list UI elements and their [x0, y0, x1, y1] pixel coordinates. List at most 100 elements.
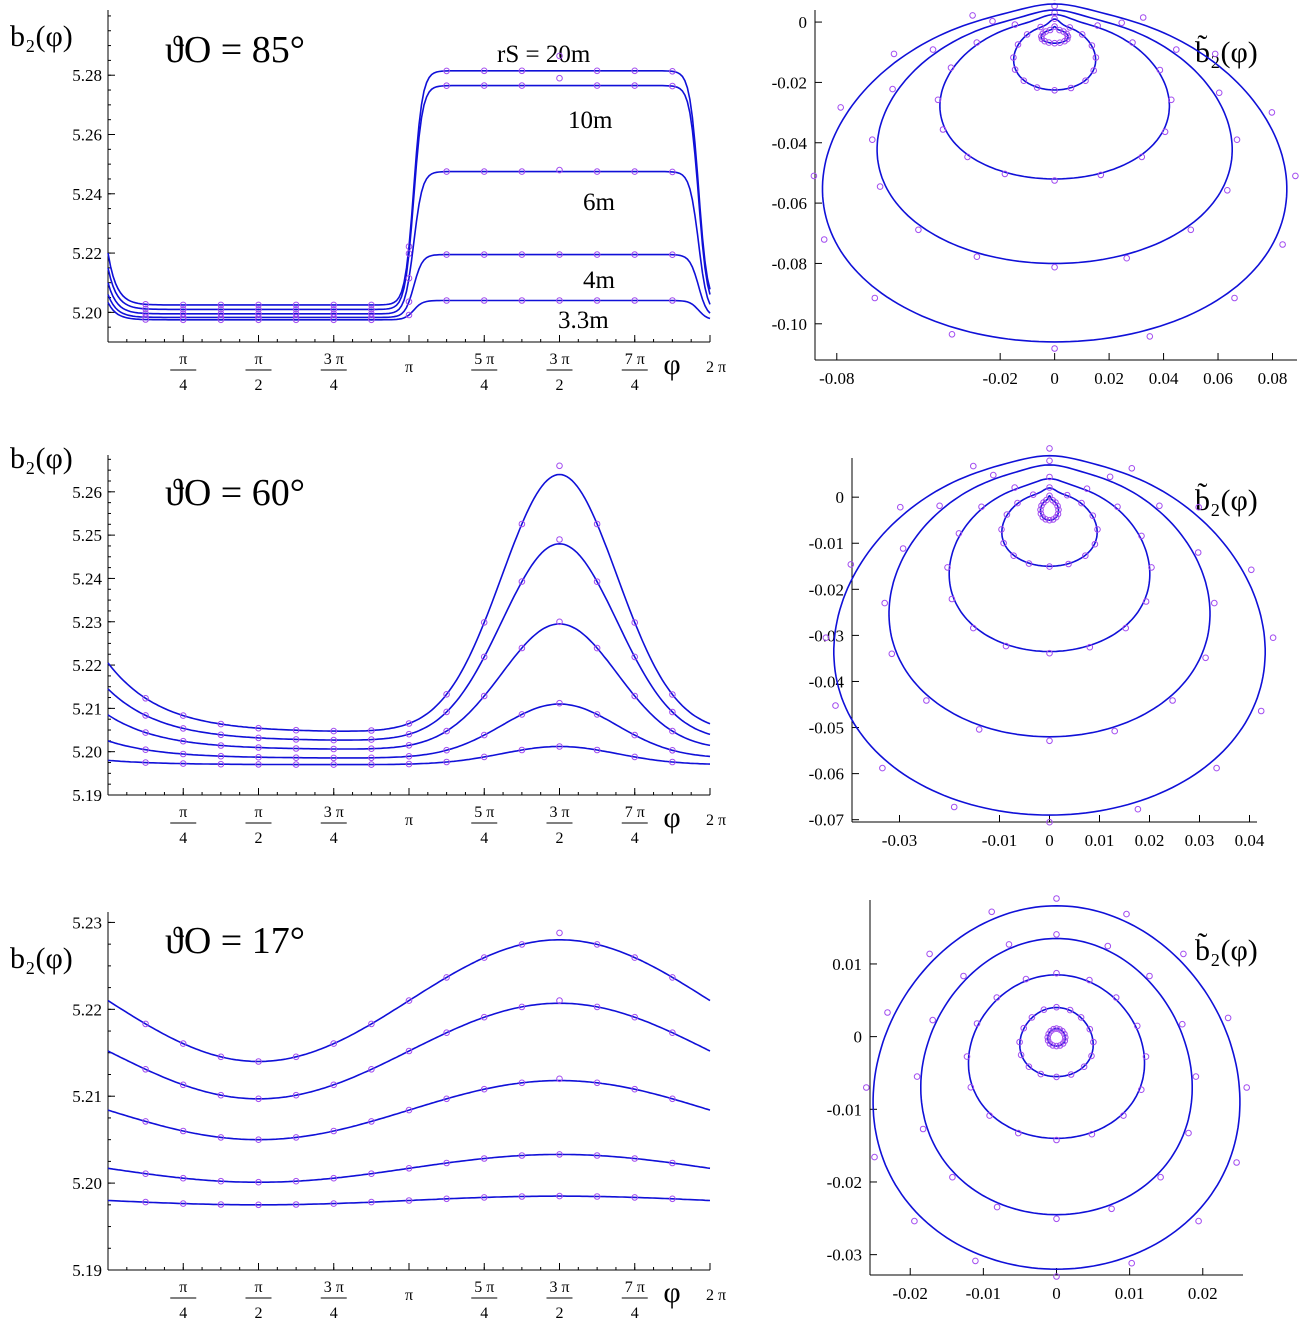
loop-marker [1094, 526, 1101, 533]
marker-3.3m [330, 1200, 338, 1207]
marker-4m [593, 251, 601, 258]
marker-20m [443, 974, 450, 981]
loop-marker [1056, 26, 1063, 34]
loop-marker [837, 104, 845, 111]
y-tick-label: -0.02 [827, 1173, 862, 1192]
loop-marker [1129, 39, 1136, 46]
label-rs-20m: rS = 20m [497, 41, 591, 68]
chart-p85: 5.20 5.22 5.24 5.26 5.28 π 4 π 2 3 π 4 π 5 π 4 3 π 2 7 π… [72, 10, 726, 394]
marker-10m [593, 1003, 601, 1011]
loop-marker [889, 85, 896, 93]
panel-60-ylabel: b₂(φ) [10, 442, 73, 475]
marker-6m [368, 1118, 375, 1125]
marker-3.3m [443, 1195, 450, 1203]
x-tick-label-den: 4 [179, 377, 187, 394]
loop-marker [1268, 109, 1276, 116]
series-line-20m [107, 473, 711, 732]
marker-3.3m [217, 316, 225, 324]
loop-marker [923, 697, 930, 704]
marker-20m [292, 726, 300, 734]
marker-6m [556, 618, 563, 626]
loop-marker [993, 1203, 1001, 1211]
marker-10m [255, 306, 262, 313]
series-line-6m [107, 1079, 711, 1141]
marker-20m [217, 301, 225, 309]
marker-10m [330, 736, 338, 744]
marker-4m [631, 251, 639, 258]
loop-marker [1011, 66, 1019, 73]
marker-20m [480, 954, 488, 961]
loop-marker [1104, 942, 1112, 950]
loop-marker [1134, 805, 1142, 813]
loop-marker [1037, 506, 1044, 514]
loop-marker [1023, 31, 1031, 38]
x-tick-label: 7 π [625, 804, 645, 821]
marker-3.3m [518, 1193, 526, 1200]
marker-4m [669, 1159, 676, 1167]
loop-marker [970, 462, 977, 470]
marker-3.3m [142, 316, 149, 323]
chart-p60r: 0-0.01-0.02-0.03-0.04-0.05-0.06-0.07-0.0… [809, 445, 1277, 850]
loop-marker [890, 50, 898, 58]
marker-3.3m [368, 761, 375, 768]
marker-3.3m [330, 316, 338, 324]
marker-4m [368, 1170, 375, 1177]
marker-10m [330, 1081, 338, 1089]
marker-3.3m [631, 1194, 639, 1201]
marker-6m [443, 168, 450, 175]
loop-marker [1055, 506, 1062, 514]
loop-marker [1022, 975, 1030, 983]
marker-20m [142, 695, 149, 702]
series-line-4m [107, 253, 711, 319]
loop-marker [1292, 172, 1299, 180]
marker-6m [518, 644, 526, 652]
loop-marker [1050, 1025, 1057, 1033]
loop-marker [1046, 445, 1053, 452]
x-tick-label: 2 π [706, 359, 726, 376]
marker-20m [292, 301, 300, 309]
marker-20m [556, 462, 563, 470]
loop-marker [1061, 1030, 1068, 1038]
series-line-3.3m [107, 299, 711, 321]
loop-marker [876, 183, 884, 190]
loop-marker [1269, 634, 1277, 642]
marker-6m [518, 168, 526, 175]
loop-marker [1020, 1024, 1028, 1032]
loop-marker [1046, 516, 1053, 524]
x-tick-label: 7 π [625, 351, 645, 368]
loop-marker [963, 1053, 971, 1060]
x-tick-label: π [179, 351, 187, 368]
loop-marker [1046, 484, 1053, 491]
marker-6m [217, 1134, 225, 1141]
loop-marker [1257, 707, 1265, 715]
marker-10m [179, 1081, 187, 1089]
loop-marker [1044, 1037, 1052, 1044]
loop-marker [1138, 1086, 1145, 1093]
marker-10m [443, 1029, 450, 1036]
marker-20m [368, 301, 375, 309]
marker-3.3m [518, 746, 526, 754]
marker-4m [518, 251, 526, 258]
loop-marker [1014, 499, 1021, 507]
y-tick-label: -0.06 [809, 765, 844, 784]
series-line-4m [107, 703, 711, 759]
marker-4m [142, 746, 149, 754]
marker-10m [443, 708, 450, 716]
marker-20m [405, 720, 413, 727]
marker-4m [255, 1178, 262, 1186]
loop-marker [888, 650, 896, 658]
marker-6m [669, 1095, 676, 1103]
x-tick-label: 0.01 [1115, 1284, 1145, 1303]
series-line-4m [107, 1153, 711, 1183]
x-tick-label: 3 π [549, 804, 569, 821]
marker-10m [330, 306, 338, 313]
marker-6m [405, 1106, 413, 1114]
marker-4m [255, 753, 262, 761]
loop-marker [1077, 1014, 1085, 1021]
x-tick-label: 0.01 [1085, 831, 1115, 850]
loop-marker [1002, 642, 1010, 650]
loop-marker [1123, 254, 1130, 262]
marker-10m [669, 1029, 676, 1036]
y-tick-label: 5.22 [72, 656, 102, 675]
x-tick-label-den: 4 [631, 1305, 639, 1322]
